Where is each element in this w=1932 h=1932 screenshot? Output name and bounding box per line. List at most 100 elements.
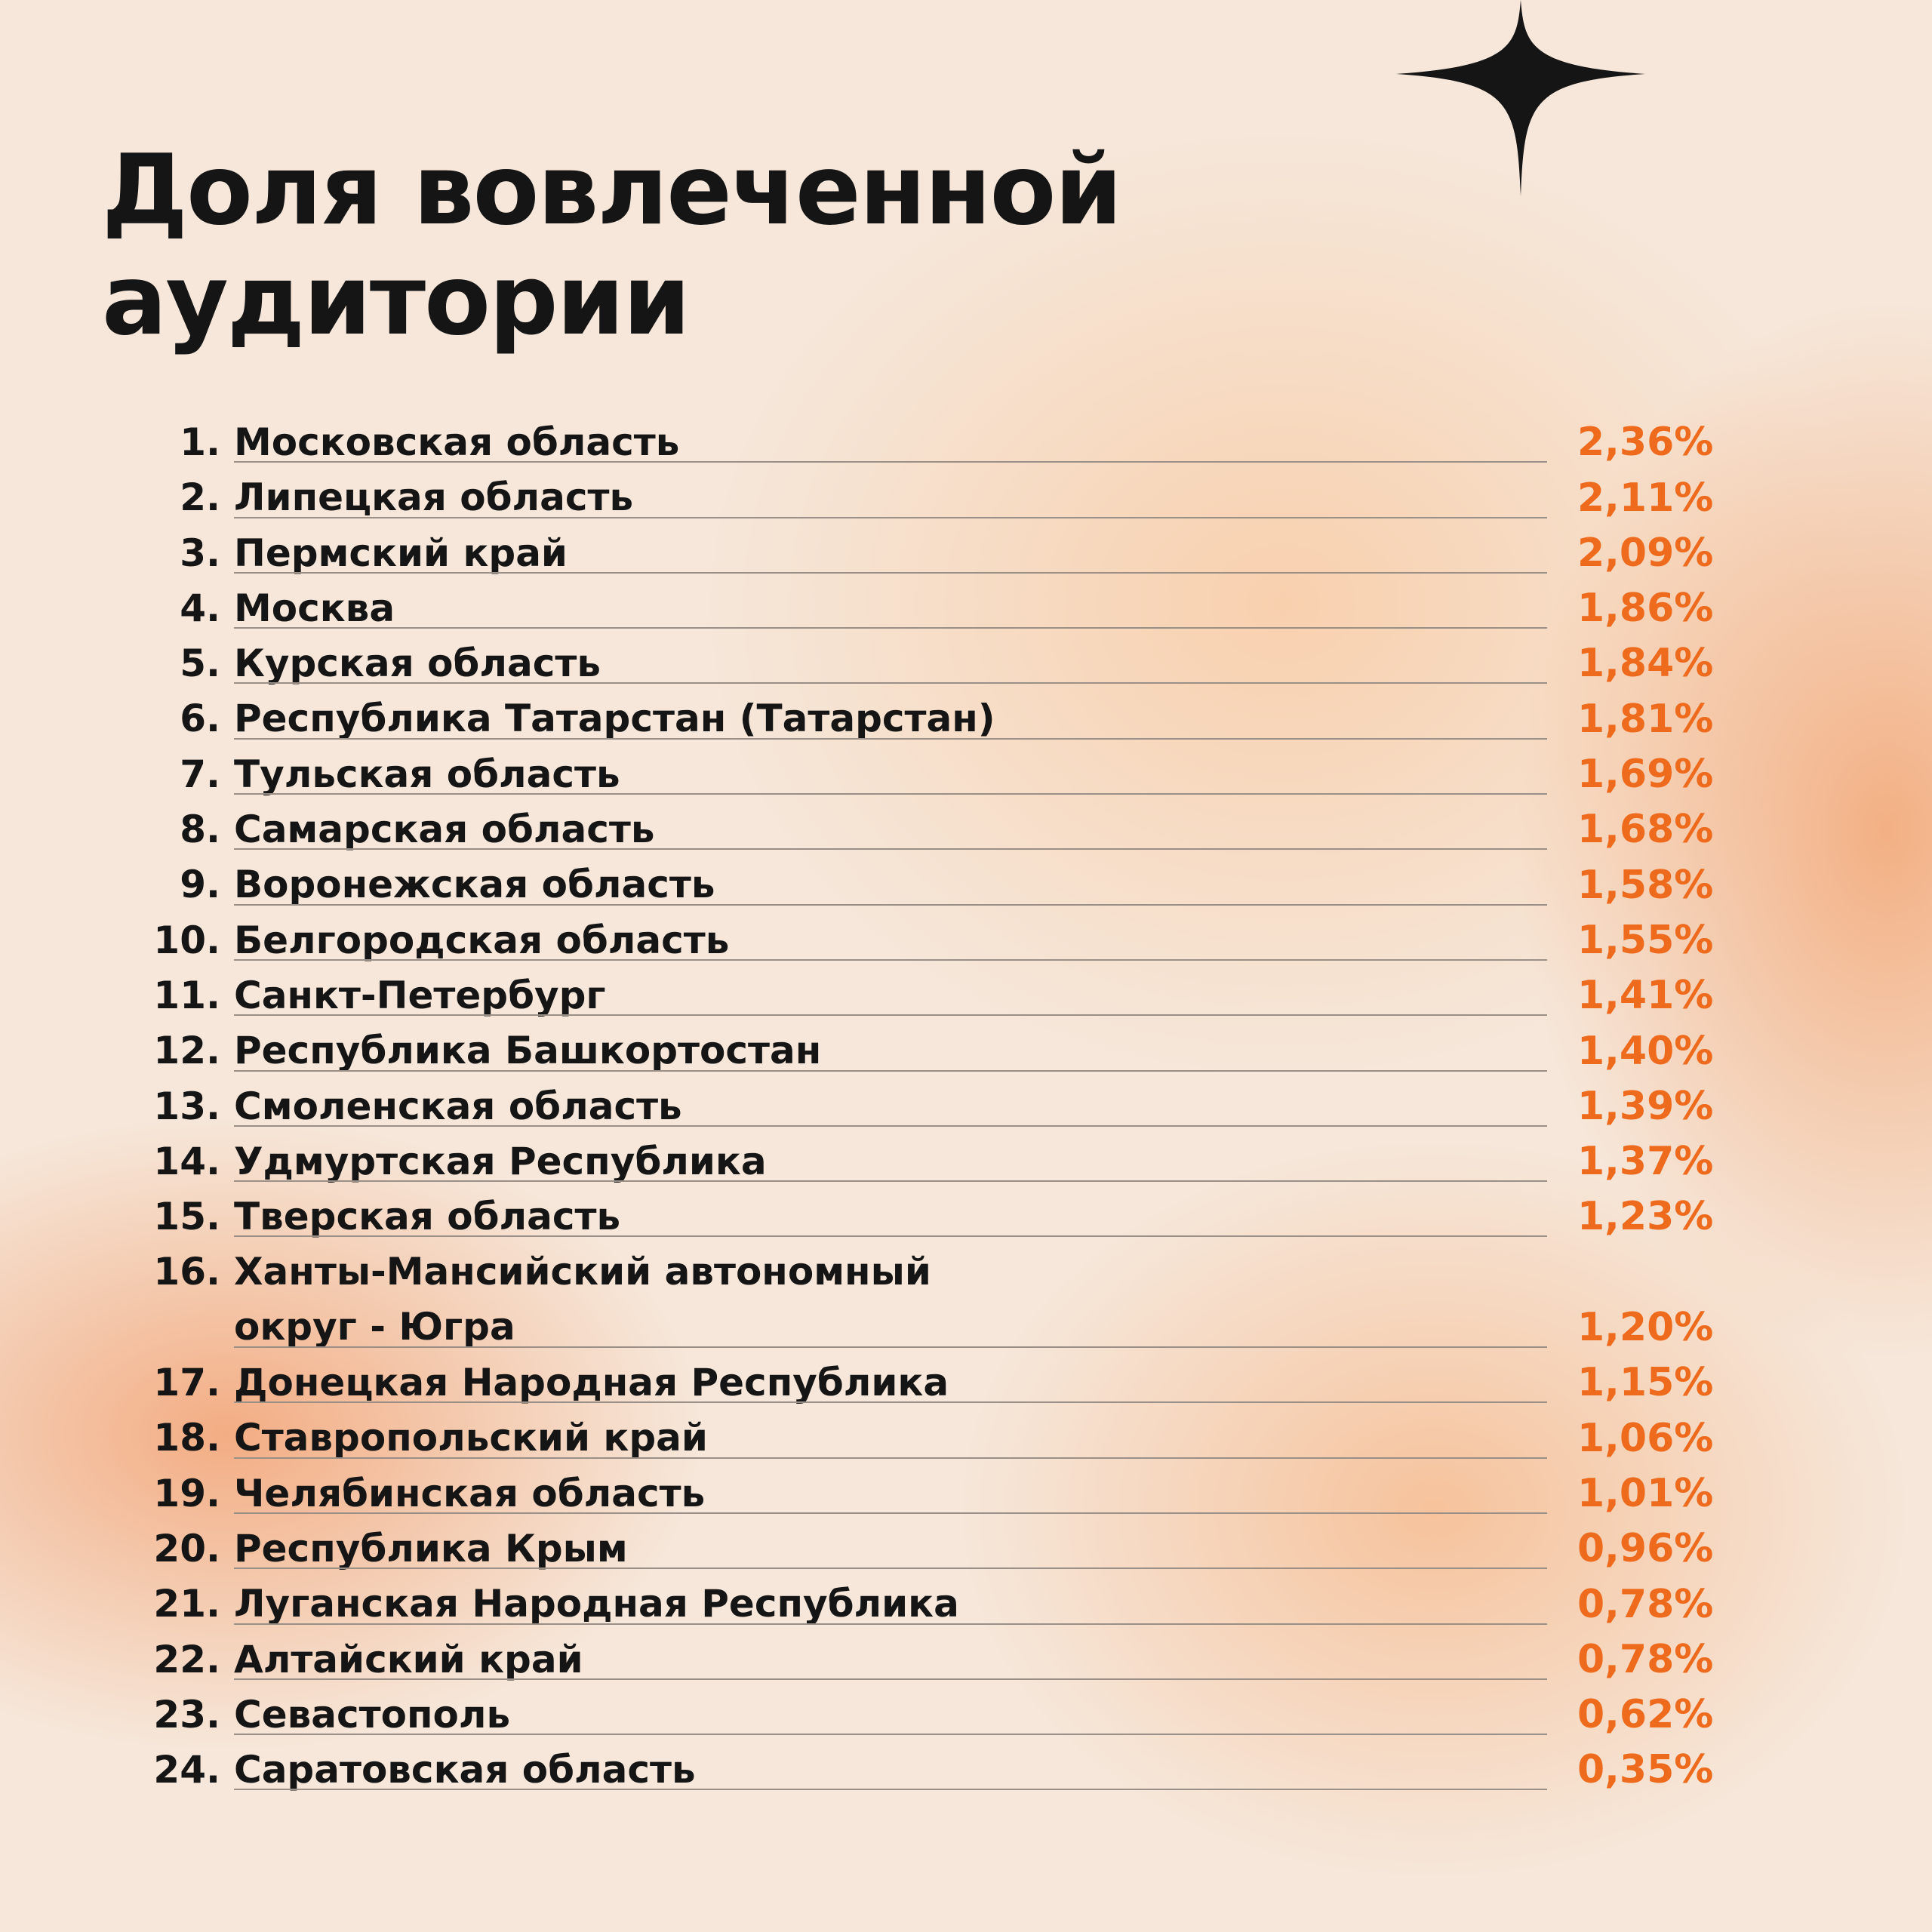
item-name: Пермский край: [234, 526, 1313, 581]
item-name: Республика Татарстан (Татарстан): [234, 691, 1313, 746]
list-item: 6. Республика Татарстан (Татарстан) 1,81%: [0, 691, 1932, 746]
item-value: 1,01%: [1577, 1470, 1714, 1516]
leader-line: [234, 848, 1547, 851]
leader-line: [234, 958, 1547, 961]
item-name-line: Республика Татарстан (Татарстан): [234, 697, 995, 741]
item-name: Донецкая Народная Республика: [234, 1355, 1313, 1411]
leader-line: [234, 1512, 1547, 1514]
item-rank: 7.: [180, 752, 220, 796]
item-rank: 8.: [180, 808, 220, 852]
leader-line: [234, 1401, 1547, 1404]
leader-line: [234, 1346, 1547, 1349]
leader-line: [234, 737, 1547, 740]
item-value: 2,36%: [1577, 420, 1714, 466]
title-line-1: Доля вовлеченной: [102, 134, 1122, 247]
list-item: 4. Москва 1,86%: [0, 581, 1932, 636]
list-item: 15. Тверская область 1,23%: [0, 1189, 1932, 1244]
item-value: 1,37%: [1577, 1139, 1714, 1185]
list-item: 7. Тульская область 1,69%: [0, 747, 1932, 802]
item-name-line: Донецкая Народная Республика: [234, 1361, 949, 1405]
item-name: Севастополь: [234, 1687, 1313, 1743]
item-name-line: Республика Башкортостан: [234, 1029, 822, 1073]
list-item: 12. Республика Башкортостан 1,40%: [0, 1023, 1932, 1078]
item-rank: 12.: [153, 1029, 220, 1073]
item-value: 1,41%: [1577, 973, 1714, 1019]
item-value: 1,84%: [1577, 641, 1714, 687]
item-value: 0,78%: [1577, 1636, 1714, 1682]
item-value: 1,40%: [1577, 1028, 1714, 1074]
list-item: 2. Липецкая область 2,11%: [0, 470, 1932, 525]
item-rank: 10.: [153, 918, 220, 962]
item-rank: 20.: [153, 1526, 220, 1571]
item-value: 0,78%: [1577, 1581, 1714, 1627]
leader-line: [234, 1623, 1547, 1625]
item-rank: 24.: [153, 1748, 220, 1792]
item-name-line: Белгородская область: [234, 918, 730, 962]
item-name-line: Алтайский край: [234, 1637, 583, 1681]
list-item: 3. Пермский край 2,09%: [0, 526, 1932, 581]
item-rank: 2.: [180, 475, 220, 520]
list-item: 9. Воронежская область 1,58%: [0, 857, 1932, 912]
item-name-line: Челябинская область: [234, 1471, 706, 1515]
item-name-line: Ставропольский край: [234, 1416, 708, 1460]
item-value: 1,69%: [1577, 752, 1714, 798]
item-value: 0,62%: [1577, 1692, 1714, 1738]
item-value: 0,96%: [1577, 1526, 1714, 1572]
list-item: 1. Московская область 2,36%: [0, 415, 1932, 470]
four-point-star-icon: [1396, 0, 1645, 196]
item-name: Смоленская область: [234, 1079, 1313, 1134]
item-name: Самарская область: [234, 802, 1313, 857]
item-name-line: Санкт-Петербург: [234, 973, 606, 1017]
item-name: Республика Крым: [234, 1521, 1313, 1577]
list-item: 17. Донецкая Народная Республика 1,15%: [0, 1355, 1932, 1411]
item-name-line: Москва: [234, 586, 395, 630]
list-item: 14. Удмуртская Республика 1,37%: [0, 1134, 1932, 1189]
item-name: Саратовская область: [234, 1743, 1313, 1798]
item-rank: 5.: [180, 641, 220, 686]
item-value: 1,20%: [1577, 1305, 1714, 1351]
item-rank: 4.: [180, 586, 220, 630]
leader-line: [234, 571, 1547, 574]
item-name: Республика Башкортостан: [234, 1023, 1313, 1078]
item-name-line: Смоленская область: [234, 1084, 682, 1128]
item-rank: 9.: [180, 863, 220, 907]
item-value: 1,81%: [1577, 696, 1714, 742]
leader-line: [234, 1180, 1547, 1183]
item-rank: 19.: [153, 1471, 220, 1515]
item-rank: 14.: [153, 1139, 220, 1183]
list-item: 8. Самарская область 1,68%: [0, 802, 1932, 857]
item-rank: 22.: [153, 1637, 220, 1681]
list-item: 22. Алтайский край 0,78%: [0, 1632, 1932, 1687]
item-name: Курская область: [234, 636, 1313, 691]
list-item: 21. Луганская Народная Республика 0,78%: [0, 1577, 1932, 1632]
item-rank: 23.: [153, 1692, 220, 1737]
list-item: 11. Санкт-Петербург 1,41%: [0, 968, 1932, 1023]
item-rank: 13.: [153, 1084, 220, 1128]
leader-line: [234, 1069, 1547, 1072]
leader-line: [234, 903, 1547, 906]
item-name: Москва: [234, 581, 1313, 636]
item-name: Ставропольский край: [234, 1411, 1313, 1466]
item-name: Липецкая область: [234, 470, 1313, 525]
list-item: 20. Республика Крым 0,96%: [0, 1521, 1932, 1577]
page-title: Доля вовлеченной аудитории: [102, 134, 1122, 356]
item-name: Тверская область: [234, 1189, 1313, 1244]
item-value: 2,09%: [1577, 530, 1714, 576]
leader-line: [234, 1789, 1547, 1791]
item-name-line: Севастополь: [234, 1692, 511, 1737]
item-name-line: Тверская область: [234, 1195, 621, 1239]
leader-line: [234, 461, 1547, 463]
item-rank: 15.: [153, 1195, 220, 1239]
list-item: 23. Севастополь 0,62%: [0, 1687, 1932, 1743]
item-value: 1,55%: [1577, 917, 1714, 963]
leader-line: [234, 1124, 1547, 1127]
leader-line: [234, 516, 1547, 518]
item-name-line: Липецкая область: [234, 475, 634, 520]
list-item: 18. Ставропольский край 1,06%: [0, 1411, 1932, 1466]
item-rank: 1.: [180, 420, 220, 464]
list-item: 24. Саратовская область 0,35%: [0, 1743, 1932, 1798]
item-value: 1,23%: [1577, 1194, 1714, 1240]
item-name: Белгородская область: [234, 913, 1313, 968]
leader-line: [234, 1567, 1547, 1570]
item-rank: 11.: [153, 973, 220, 1017]
